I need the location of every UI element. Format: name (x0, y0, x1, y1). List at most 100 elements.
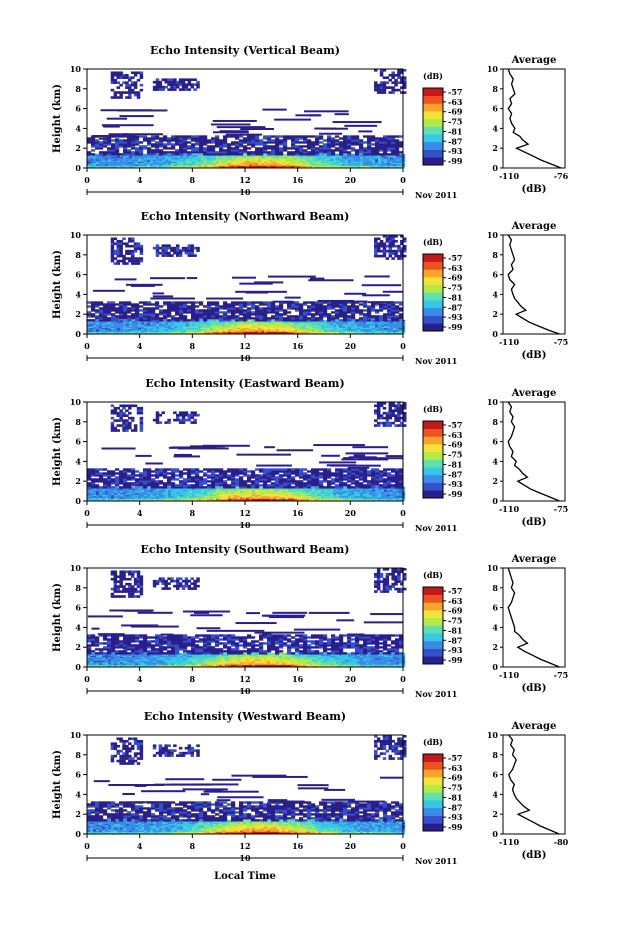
heatmap-cell (132, 323, 136, 326)
heatmap-cell (87, 323, 91, 326)
heatmap-cell (123, 324, 127, 327)
heatmap-cell (227, 303, 232, 306)
heatmap-cell (371, 147, 376, 150)
heatmap-cell (105, 165, 109, 168)
heatmap-cell (403, 247, 407, 250)
heatmap-cell (270, 322, 274, 325)
heatmap-cell (394, 83, 398, 87)
heatmap-cell (225, 322, 229, 325)
heatmap-cell (132, 489, 136, 492)
heatmap-cell (219, 311, 224, 314)
heatmap-cell (222, 161, 226, 164)
heatmap-cell (131, 309, 136, 312)
heatmap-cell (381, 162, 385, 165)
heatmap-cell (323, 301, 328, 304)
heatmap-cell (360, 322, 364, 325)
heatmap-cell (116, 81, 120, 84)
heatmap-cell (267, 326, 271, 328)
heatmap-cell (276, 330, 280, 332)
heatmap-cell (102, 497, 106, 499)
heatmap-cell (99, 162, 103, 165)
heatmap-cell (348, 323, 352, 326)
heatmap-cell (264, 153, 268, 156)
heatmap-cell (347, 307, 352, 310)
heatmap-cell (150, 155, 154, 157)
heatmap-cell (234, 322, 238, 325)
chart-title: Echo Intensity (Northward Beam) (141, 210, 350, 223)
heatmap-cell (306, 165, 310, 168)
heatmap-cell (252, 158, 256, 161)
heatmap-cell (297, 164, 301, 166)
heatmap-cell (285, 162, 289, 165)
heatmap-cell (339, 331, 343, 334)
heatmap-cell (400, 78, 404, 82)
heatmap-cell (371, 315, 376, 318)
heatmap-cell (348, 321, 352, 323)
heatmap-cell (147, 143, 152, 146)
heatmap-cell (259, 141, 264, 144)
heatmap-cell (331, 315, 336, 318)
heatmap-cell (191, 313, 196, 316)
heatmap-cell (105, 489, 109, 492)
heatmap-cell (263, 311, 268, 314)
heatmap-cell (400, 252, 404, 255)
heatmap-cell (211, 149, 216, 152)
heatmap-cell (123, 326, 127, 328)
heatmap-cell (251, 301, 256, 304)
heatmap-cell (165, 494, 169, 497)
heatmap-cell (363, 327, 367, 330)
heatmap-cell (382, 290, 403, 293)
heatmap-cell (357, 324, 361, 327)
heatmap-cell (315, 327, 319, 330)
heatmap-cell (195, 157, 199, 160)
heatmap-cell (354, 330, 358, 332)
heatmap-cell (127, 307, 132, 310)
heatmap-cell (117, 326, 121, 328)
heatmap-cell (267, 147, 272, 150)
heatmap-cell (216, 323, 220, 326)
heatmap-cell (123, 331, 127, 334)
heatmap-cell (369, 157, 373, 160)
heatmap-cell (222, 158, 226, 161)
heatmap-cell (144, 165, 148, 168)
heatmap-cell (372, 160, 376, 162)
heatmap-cell (111, 305, 116, 308)
heatmap-cell (378, 328, 382, 331)
heatmap-cell (294, 155, 298, 157)
heatmap-cell (141, 156, 145, 159)
heatmap-cell (111, 497, 115, 499)
heatmap-cell (400, 76, 404, 80)
heatmap-cell (151, 309, 156, 312)
heatmap-cell (231, 301, 236, 304)
heatmap-cell (132, 327, 136, 330)
heatmap-cell (136, 71, 141, 75)
heatmap-cell (294, 321, 298, 323)
heatmap-cell (261, 156, 265, 159)
heatmap-cell (303, 165, 307, 168)
heatmap-cell (315, 149, 320, 152)
heatmap-cell (147, 162, 151, 165)
heatmap-cell (318, 326, 322, 328)
heatmap-cell (400, 91, 404, 94)
heatmap-cell (170, 254, 174, 257)
heatmap-cell (383, 141, 388, 144)
heatmap-cell (207, 160, 211, 162)
heatmap-cell (303, 155, 307, 157)
heatmap-cell (211, 139, 216, 142)
heatmap-cell (168, 157, 172, 160)
heatmap-cell (282, 164, 286, 166)
heatmap-cell (375, 328, 379, 331)
heatmap-cell (210, 322, 214, 325)
heatmap-cell (163, 301, 168, 304)
heatmap-cell (96, 157, 100, 160)
heatmap-cell (210, 160, 214, 162)
heatmap-cell (336, 319, 340, 322)
heatmap-cell (219, 158, 223, 161)
heatmap-cell (336, 165, 340, 168)
heatmap-cell (339, 162, 343, 165)
heatmap-cell (115, 149, 120, 152)
heatmap-cell (285, 328, 289, 331)
heatmap-cell (177, 155, 181, 157)
heatmap-cell (139, 244, 144, 248)
heatmap-cell (131, 143, 136, 146)
